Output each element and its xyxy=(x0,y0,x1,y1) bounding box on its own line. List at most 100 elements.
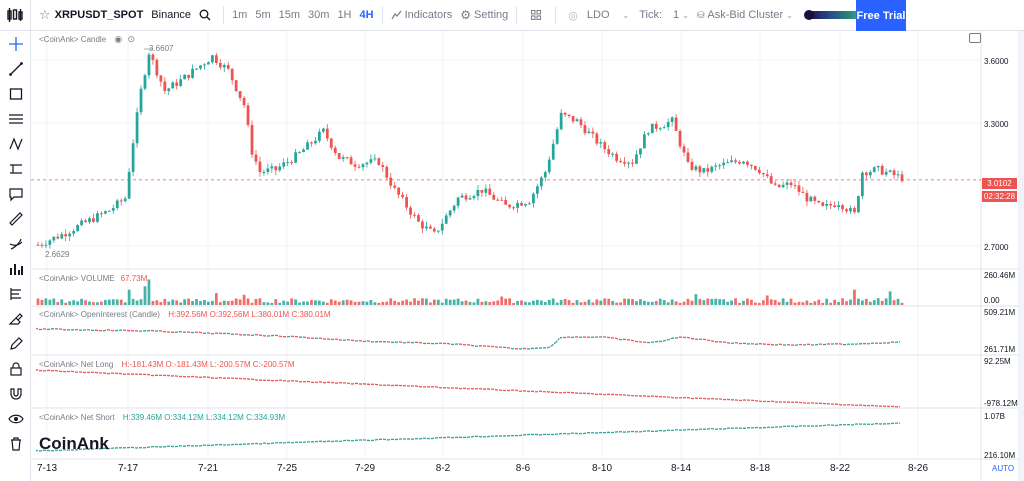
volume-bar xyxy=(876,298,880,305)
eye-icon[interactable]: ◉ xyxy=(114,34,123,44)
interval-4h[interactable]: 4H xyxy=(359,9,374,21)
volume-bar xyxy=(750,299,753,305)
cluster-selector[interactable]: ⛁ Ask-Bid Cluster ⌄ xyxy=(697,9,793,21)
volume-bar xyxy=(369,300,373,305)
net-short-line xyxy=(771,426,777,429)
volume-bar xyxy=(195,299,198,305)
volume-bar xyxy=(896,298,900,305)
oi-axis-label: 509.21M xyxy=(984,308,1016,317)
trend-line-icon[interactable] xyxy=(0,56,31,81)
candle-body xyxy=(183,74,187,80)
open-interest-line xyxy=(235,333,241,336)
favorite-star-icon[interactable]: ☆ xyxy=(39,7,51,22)
open-interest-line xyxy=(775,343,781,346)
layout-button[interactable] xyxy=(531,10,542,20)
exchange-name[interactable]: Binance xyxy=(151,9,192,21)
parallel-channel-icon[interactable] xyxy=(0,106,31,131)
path-icon[interactable] xyxy=(0,156,31,181)
candle-body xyxy=(175,82,179,86)
candle-body xyxy=(226,64,230,69)
pattern-icon[interactable] xyxy=(0,131,31,156)
volume-bar xyxy=(68,301,72,305)
interval-1h[interactable]: 1H xyxy=(337,9,352,21)
time-axis-label: 7-13 xyxy=(36,463,58,474)
volume-bar xyxy=(825,298,829,305)
open-interest-line xyxy=(547,345,553,349)
net-short-line xyxy=(331,440,337,443)
scrollbar[interactable] xyxy=(1018,31,1024,481)
chart-type-icon[interactable] xyxy=(0,0,31,31)
lock-icon[interactable] xyxy=(0,356,31,381)
candle-body xyxy=(623,161,626,164)
volume-bar xyxy=(472,302,476,305)
eraser-icon[interactable] xyxy=(0,306,31,331)
time-axis-label: 7-29 xyxy=(354,463,376,474)
callout-icon[interactable] xyxy=(0,181,31,206)
candle-body xyxy=(746,161,749,165)
pencil-icon[interactable] xyxy=(0,331,31,356)
candle-body xyxy=(801,191,805,193)
net-short-line xyxy=(147,445,153,448)
interval-15m[interactable]: 15m xyxy=(278,9,301,21)
chart-canvas[interactable] xyxy=(31,31,1024,481)
auto-scale-button[interactable]: AUTO xyxy=(992,464,1015,473)
net-short-line xyxy=(695,428,701,431)
open-interest-line xyxy=(459,343,465,346)
settings-icon[interactable]: ⊙ xyxy=(127,34,136,44)
volume-bar xyxy=(345,299,349,305)
volume-bar xyxy=(547,299,551,305)
volume-bar xyxy=(480,301,484,305)
open-interest-line xyxy=(59,328,65,331)
ruler-icon[interactable] xyxy=(0,206,31,231)
candle-body xyxy=(452,205,456,211)
volume-bar xyxy=(147,279,151,305)
volume-bar xyxy=(603,298,607,305)
free-trial-button[interactable]: Free Trial xyxy=(856,0,906,31)
net-long-line xyxy=(71,370,77,373)
volume-bar xyxy=(436,299,440,305)
volume-bar xyxy=(512,302,515,305)
eye-icon[interactable] xyxy=(0,406,31,431)
indicators-button[interactable]: Indicators xyxy=(391,9,452,21)
trash-icon[interactable] xyxy=(0,431,31,456)
open-interest-line xyxy=(551,341,557,347)
candle-body xyxy=(857,196,860,213)
tick-selector[interactable]: Tick: 1 ⌄ xyxy=(639,9,689,21)
net-short-line xyxy=(539,433,545,436)
bar-chart-icon[interactable] xyxy=(0,256,31,281)
volume-bar xyxy=(777,302,781,305)
net-long-axis-label: -978.12M xyxy=(984,399,1018,408)
time-axis-label: 8-10 xyxy=(591,463,613,474)
candle-body xyxy=(361,164,365,168)
setting-button[interactable]: ⚙ Setting xyxy=(460,8,508,22)
brush-icon[interactable] xyxy=(0,231,31,256)
volume-bar xyxy=(254,298,258,305)
open-interest-line xyxy=(523,347,529,350)
candle-body xyxy=(44,244,48,246)
symbol-name[interactable]: XRPUSDT_SPOT xyxy=(54,9,144,21)
volume-bar xyxy=(793,302,797,305)
gradient-handle-left[interactable] xyxy=(803,10,814,20)
candle-body xyxy=(72,231,76,234)
rectangle-icon[interactable] xyxy=(0,81,31,106)
volume-bar xyxy=(864,298,868,305)
top-toolbar: ☆ XRPUSDT_SPOT Binance 1m 5m 15m 30m 1H 4H In… xyxy=(0,0,1024,31)
magnet-icon[interactable] xyxy=(0,381,31,406)
interval-1m[interactable]: 1m xyxy=(232,9,248,21)
fib-icon[interactable] xyxy=(0,281,31,306)
screenshot-icon[interactable] xyxy=(969,33,981,43)
interval-5m[interactable]: 5m xyxy=(255,9,271,21)
open-interest-line xyxy=(723,341,729,344)
volume-bar xyxy=(207,301,210,305)
open-interest-line xyxy=(251,333,257,337)
current-price-tag: 3.0102 xyxy=(982,178,1017,189)
interval-30m[interactable]: 30m xyxy=(308,9,330,21)
ldo-button[interactable]: ◎ LDO ⌄ xyxy=(568,9,629,22)
volume-bar xyxy=(167,301,171,305)
net-short-line xyxy=(99,447,105,450)
chart-area[interactable]: <CoinAnk> Candle ◉ ⊙ 3.6607 2.6629 <Coin… xyxy=(31,31,1024,481)
open-interest-line xyxy=(779,343,785,346)
crosshair-icon[interactable] xyxy=(0,31,31,56)
search-icon[interactable] xyxy=(199,9,211,21)
indicators-icon xyxy=(391,10,402,20)
